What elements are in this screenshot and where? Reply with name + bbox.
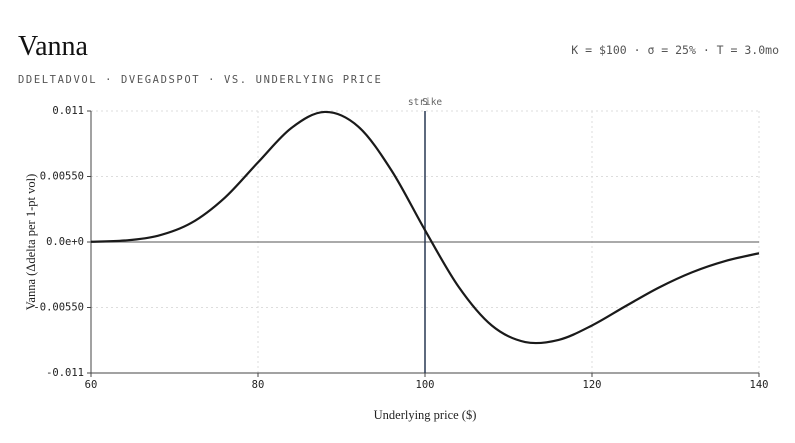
y-tick-label: -0.00550 xyxy=(33,302,84,314)
x-axis-label: Underlying price ($) xyxy=(374,408,477,422)
x-tick-label: 140 xyxy=(750,379,769,391)
y-tick-label: 0.0e+0 xyxy=(46,236,84,248)
y-tick-label: -0.011 xyxy=(46,367,84,379)
x-tick-label: 120 xyxy=(583,379,602,391)
chart-subtitle: DDELTADVOL · DVEGADSPOT · VS. UNDERLYING… xyxy=(18,74,382,86)
chart-title: Vanna xyxy=(18,31,89,62)
x-tick-label: 100 xyxy=(416,379,435,391)
line-series xyxy=(90,110,760,345)
x-tick-label: 60 xyxy=(85,379,98,391)
y-tick-label: 0.00550 xyxy=(40,171,84,183)
vertical-line-label: S xyxy=(422,97,428,108)
x-tick-label: 80 xyxy=(252,379,265,391)
vertical-line-label: strike xyxy=(408,97,443,108)
parameters: K = $100 · σ = 25% · T = 3.0mo xyxy=(571,43,779,57)
y-axis-label: Vanna (Δdelta per 1-pt vol) xyxy=(24,174,38,310)
y-tick-label: 0.011 xyxy=(52,105,84,117)
